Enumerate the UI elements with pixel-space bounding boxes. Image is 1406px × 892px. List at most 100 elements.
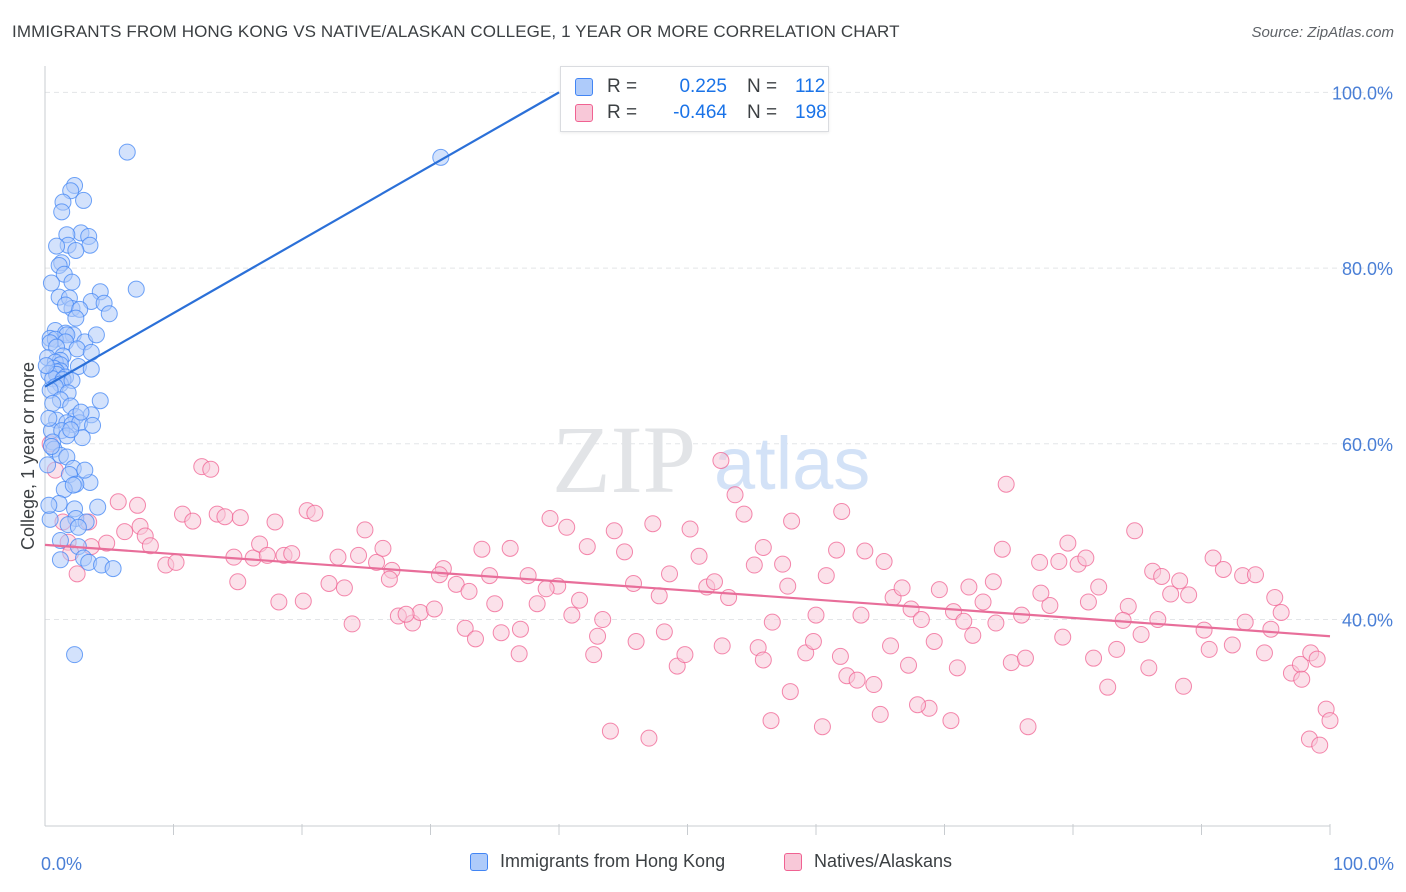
data-point-natives	[1140, 659, 1158, 677]
trend-lines	[44, 91, 1331, 638]
data-point-natives	[1246, 566, 1264, 584]
data-point-hongkong	[81, 236, 99, 254]
data-point-natives	[1255, 644, 1273, 662]
data-point-natives	[585, 646, 603, 664]
legend-swatch-pink	[575, 104, 593, 122]
data-point-natives	[960, 578, 978, 596]
y-axis-label-container: College, 1 year or more	[18, 362, 38, 550]
data-point-natives	[270, 593, 288, 611]
data-point-natives	[447, 575, 465, 593]
data-point-natives	[578, 538, 596, 556]
data-point-hongkong	[51, 531, 69, 549]
data-point-natives	[831, 647, 849, 665]
data-point-natives	[397, 605, 415, 623]
data-point-natives	[320, 575, 338, 593]
legend-row-natives: R = -0.464 N = 198	[575, 101, 827, 125]
data-point-natives	[558, 518, 576, 536]
data-point-natives	[871, 705, 889, 723]
data-point-natives	[779, 577, 797, 595]
y-tick-label: 80.0%	[1342, 259, 1393, 279]
data-point-hongkong	[67, 309, 85, 327]
data-point-natives	[283, 545, 301, 563]
data-point-natives	[912, 611, 930, 629]
data-point-natives	[650, 587, 668, 605]
data-point-natives	[852, 606, 870, 624]
data-point-natives	[1223, 636, 1241, 654]
data-point-natives	[964, 626, 982, 644]
legend-n-value: 112	[795, 76, 826, 97]
data-point-hongkong	[42, 437, 60, 455]
data-point-natives	[676, 646, 694, 664]
data-point-natives	[762, 712, 780, 730]
data-point-natives	[833, 502, 851, 520]
data-point-hongkong	[91, 392, 109, 410]
data-point-hongkong	[68, 340, 86, 358]
data-point-hongkong	[72, 403, 90, 421]
x-tick-label: 100.0%	[1333, 854, 1394, 874]
data-point-natives	[763, 613, 781, 631]
data-point-natives	[528, 595, 546, 613]
data-point-natives	[616, 543, 634, 561]
data-point-natives	[783, 512, 801, 530]
data-point-natives	[942, 712, 960, 730]
data-point-hongkong	[41, 510, 59, 528]
data-point-natives	[116, 523, 134, 541]
data-point-natives	[661, 565, 679, 583]
data-point-natives	[655, 623, 673, 641]
series-natives-points	[41, 435, 1339, 754]
data-point-natives	[511, 620, 529, 638]
data-point-hongkong	[44, 394, 62, 412]
data-point-natives	[374, 539, 392, 557]
data-point-natives	[882, 637, 900, 655]
data-point-natives	[1054, 628, 1072, 646]
data-point-natives	[865, 676, 883, 694]
data-point-natives	[141, 537, 159, 555]
series-hongkong-points	[37, 143, 450, 664]
data-point-natives	[473, 540, 491, 558]
gridlines	[45, 91, 1392, 621]
legend-swatch-natives	[784, 852, 802, 871]
y-tick-labels: 40.0% 60.0% 80.0% 100.0%	[1332, 83, 1393, 630]
data-point-natives	[813, 718, 831, 736]
data-point-natives	[1321, 712, 1339, 730]
data-point-hongkong	[75, 191, 93, 209]
data-point-natives	[202, 460, 220, 478]
data-point-natives	[712, 451, 730, 469]
data-point-natives	[537, 580, 555, 598]
data-point-natives	[1090, 578, 1108, 596]
data-point-hongkong	[76, 461, 94, 479]
legend-n-label: N =	[747, 76, 778, 97]
data-point-natives	[1200, 640, 1218, 658]
data-point-natives	[594, 611, 612, 629]
data-point-natives	[350, 546, 368, 564]
legend-n-value: 198	[795, 102, 827, 123]
data-point-natives	[571, 591, 589, 609]
legend-r-label: R =	[607, 102, 638, 123]
legend-item-hongkong[interactable]: Immigrants from Hong Kong	[470, 851, 725, 872]
data-point-natives	[541, 509, 559, 527]
data-point-natives	[1108, 640, 1126, 658]
data-point-natives	[930, 581, 948, 599]
data-point-natives	[902, 600, 920, 618]
watermark: ZIP atlas	[552, 406, 870, 513]
data-point-hongkong	[37, 357, 55, 375]
data-point-hongkong	[87, 326, 105, 344]
data-point-natives	[745, 556, 763, 574]
data-point-natives	[848, 671, 866, 689]
data-point-natives	[563, 606, 581, 624]
data-point-natives	[411, 603, 429, 621]
legend-item-natives[interactable]: Natives/Alaskans	[784, 851, 952, 872]
data-point-natives	[605, 522, 623, 540]
data-point-natives	[1236, 613, 1254, 631]
data-point-natives	[1050, 553, 1068, 571]
trend-line-natives	[44, 543, 1331, 638]
data-point-hongkong	[127, 280, 145, 298]
data-point-hongkong	[63, 273, 81, 291]
data-point-natives	[1262, 620, 1280, 638]
data-point-natives	[1153, 567, 1171, 585]
data-point-natives	[993, 540, 1011, 558]
data-point-natives	[925, 632, 943, 650]
data-point-natives	[1272, 603, 1290, 621]
data-point-natives	[754, 538, 772, 556]
